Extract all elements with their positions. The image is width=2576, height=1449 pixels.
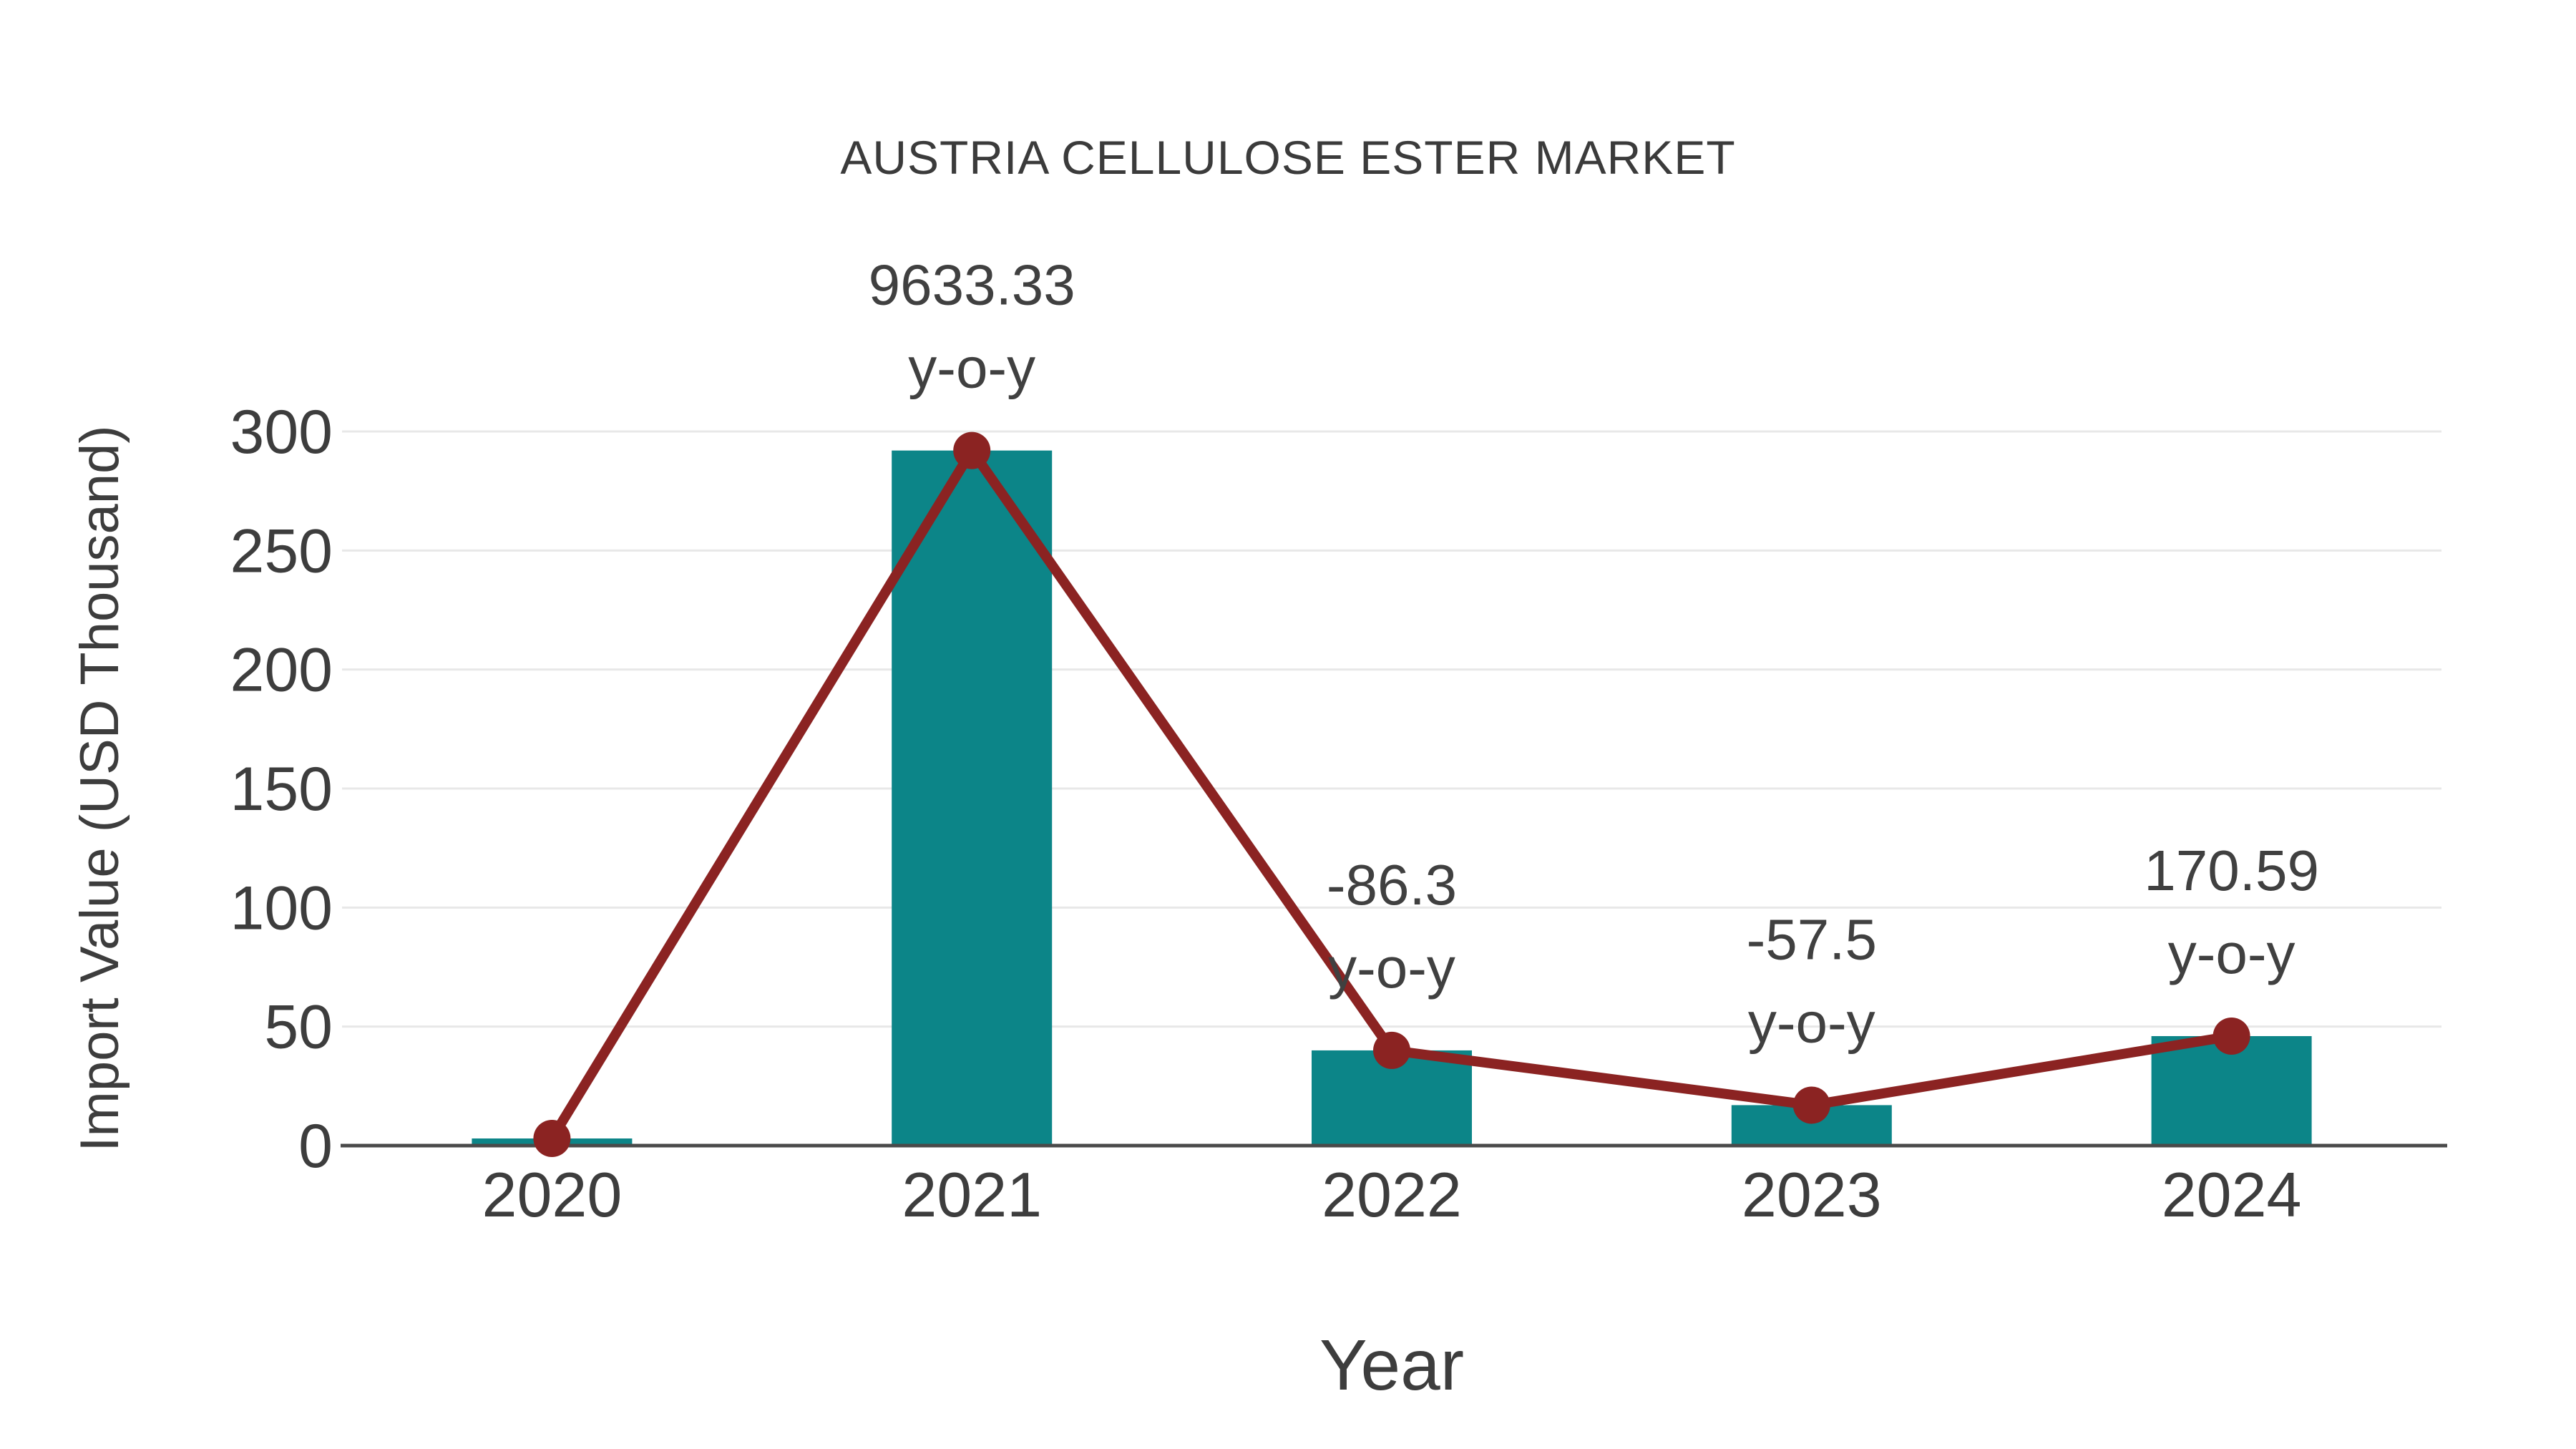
line-point-marker <box>2212 1017 2250 1055</box>
chart-title: AUSTRIA CELLULOSE ESTER MARKET <box>840 131 1735 184</box>
y-axis-title: Import Value (USD Thousand) <box>69 425 130 1151</box>
line-point-marker <box>1792 1086 1830 1124</box>
line-point-marker <box>533 1120 571 1158</box>
y-tick-label: 200 <box>230 636 333 705</box>
y-tick-label: 50 <box>264 993 333 1062</box>
x-tick-label: 2021 <box>902 1159 1042 1230</box>
yoy-value-label: 9633.33 <box>869 253 1075 317</box>
yoy-suffix-label: y-o-y <box>2168 922 2296 985</box>
y-tick-label: 300 <box>230 398 333 467</box>
yoy-value-label: 170.59 <box>2144 839 2319 902</box>
yoy-suffix-label: y-o-y <box>1748 990 1875 1054</box>
x-tick-label: 2022 <box>1322 1159 1462 1230</box>
line-series <box>533 431 2250 1158</box>
y-tick-label: 100 <box>230 874 333 942</box>
line-point-marker <box>953 431 991 469</box>
line-point-marker <box>1373 1031 1410 1069</box>
bar <box>892 450 1053 1148</box>
bar-series <box>472 450 2312 1148</box>
y-tick-label: 0 <box>298 1112 333 1181</box>
x-tick-label: 2024 <box>2162 1159 2302 1230</box>
x-axis-tick-labels: 2020 2021 2022 2023 2024 <box>482 1159 2302 1230</box>
y-tick-label: 150 <box>230 755 333 824</box>
x-axis-title: Year <box>1319 1325 1464 1405</box>
yoy-value-label: -86.3 <box>1327 853 1457 917</box>
x-tick-label: 2023 <box>1742 1159 1882 1230</box>
x-tick-label: 2020 <box>482 1159 623 1230</box>
yoy-suffix-label: y-o-y <box>908 336 1035 400</box>
yoy-value-label: -57.5 <box>1747 907 1877 971</box>
yoy-annotations: 9633.33 y-o-y -86.3 y-o-y -57.5 y-o-y 170.59 y-… <box>869 253 2319 1055</box>
y-axis-tick-labels: 0 50 100 150 200 250 300 <box>230 398 333 1181</box>
y-tick-label: 250 <box>230 517 333 585</box>
yoy-suffix-label: y-o-y <box>1328 936 1455 1000</box>
